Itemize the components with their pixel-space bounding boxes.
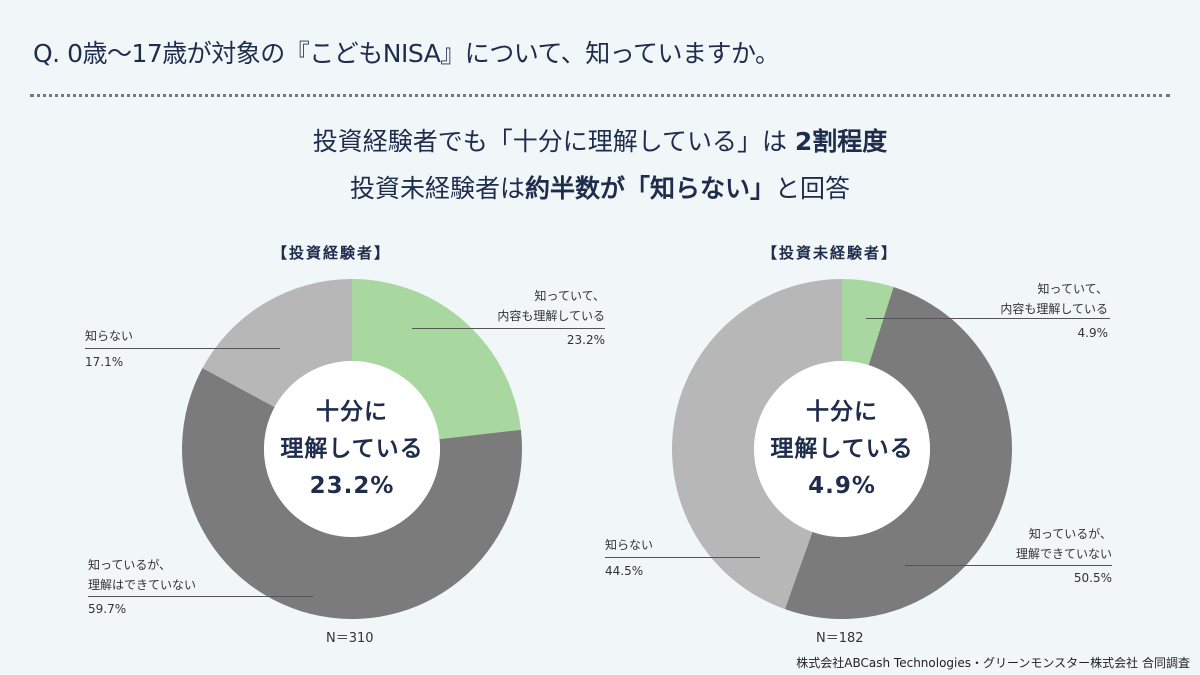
- center-line: 理解している: [770, 436, 914, 462]
- dotted-divider: [30, 94, 1170, 97]
- label-text: 知っているが、: [88, 558, 172, 572]
- survey-credit: 株式会社ABCash Technologies・グリーンモンスター株式会社 合同…: [796, 656, 1190, 670]
- headline-emphasis: 2割程度: [794, 127, 888, 156]
- center-line: 十分に: [806, 399, 878, 425]
- headline-emphasis: 約半数が「知らない」: [524, 174, 775, 203]
- slice-label-understand: 知っていて、 内容も理解している 4.9%: [1000, 279, 1108, 343]
- chart-title-inexperienced: 【投資未経験者】: [762, 244, 899, 262]
- label-text: 内容も理解している: [497, 309, 605, 323]
- label-text: 知らない: [85, 329, 134, 343]
- donut-hole: [264, 361, 440, 537]
- leader-line: [866, 318, 1110, 319]
- data-label: 4.9%: [1077, 326, 1109, 340]
- slice-unknown: [202, 279, 352, 408]
- center-label-experienced: 十分に 理解している 23.2%: [252, 394, 452, 505]
- slice-not-understand: [784, 287, 1012, 619]
- center-line: 理解している: [280, 436, 424, 462]
- label-text: 知っているが、: [1028, 527, 1112, 541]
- slice-label-not-understand: 知っているが、 理解できていない 50.5%: [1016, 524, 1112, 588]
- label-text: 知らない: [605, 538, 654, 552]
- center-label-inexperienced: 十分に 理解している 4.9%: [742, 394, 942, 505]
- label-text: 知っていて、: [1037, 282, 1108, 296]
- data-label: 44.5%: [605, 564, 644, 578]
- data-label: 23.2%: [566, 333, 605, 347]
- slice-label-understand: 知っていて、 内容も理解している 23.2%: [497, 286, 605, 350]
- headline-text: 投資未経験者は: [349, 174, 525, 203]
- leader-line: [605, 557, 760, 558]
- sample-size-inexperienced: N＝182: [816, 631, 864, 646]
- headline-line-2: 投資未経験者は約半数が「知らない」と回答: [0, 169, 1200, 205]
- headline-text: 投資経験者でも「十分に理解している」は: [312, 127, 787, 156]
- center-value: 23.2%: [309, 473, 395, 499]
- data-label: 50.5%: [1073, 571, 1112, 585]
- leader-line: [412, 328, 605, 329]
- slice-label-not-understand: 知っているが、 理解はできていない 59.7%: [88, 555, 196, 619]
- leader-line: [88, 596, 313, 597]
- label-text: 理解できていない: [1015, 547, 1112, 561]
- slice-understand: [352, 279, 521, 440]
- label-text: 知っていて、: [534, 289, 605, 303]
- sample-size-experienced: N＝310: [326, 631, 374, 646]
- leader-line: [85, 348, 280, 349]
- headline-text: と回答: [775, 174, 851, 203]
- slice-label-unknown: 知らない 44.5%: [605, 535, 653, 581]
- center-value: 4.9%: [808, 473, 876, 499]
- leader-line: [905, 565, 1112, 566]
- question-title: Q. 0歳〜17歳が対象の『こどもNISA』について、知っていますか。: [33, 39, 780, 68]
- chart-title-experienced: 【投資経験者】: [272, 244, 392, 262]
- headline-line-1: 投資経験者でも「十分に理解している」は 2割程度: [0, 122, 1200, 158]
- slice-understand: [842, 279, 894, 366]
- label-text: 理解はできていない: [88, 578, 197, 592]
- slice-label-unknown: 知らない 17.1%: [85, 326, 133, 372]
- label-text: 内容も理解している: [1000, 302, 1108, 316]
- donut-hole: [754, 361, 930, 537]
- center-line: 十分に: [316, 399, 388, 425]
- data-label: 17.1%: [85, 355, 124, 369]
- slice-unknown: [671, 279, 842, 610]
- data-label: 59.7%: [88, 602, 127, 616]
- slice-not-understand: [182, 368, 522, 619]
